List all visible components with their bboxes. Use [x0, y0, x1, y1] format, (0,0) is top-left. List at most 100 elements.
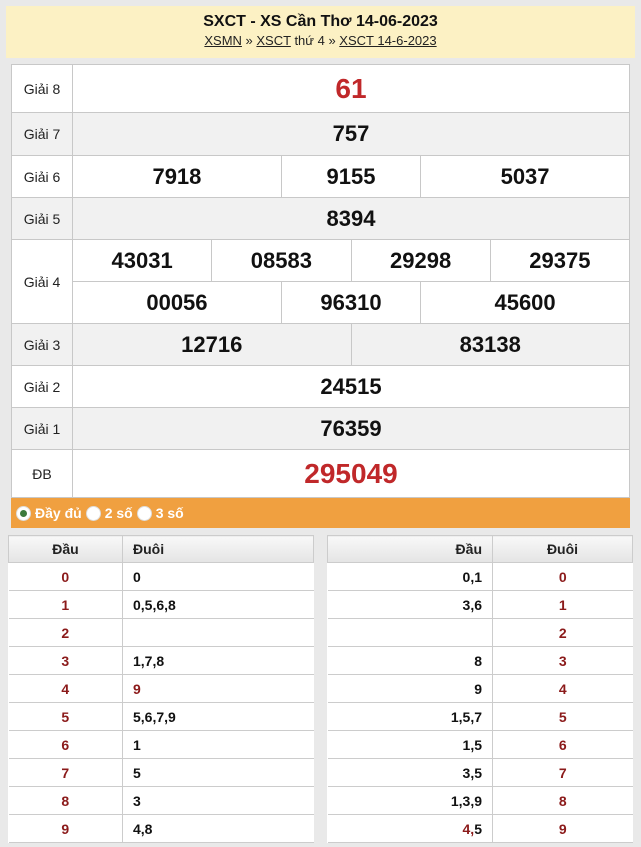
prize-label: Giải 8 — [11, 64, 73, 113]
table-row: 4,5 9 — [327, 814, 633, 843]
duoi-cell: 3 — [122, 786, 314, 815]
duoi-cell: 5,6,7,9 — [122, 702, 314, 731]
breadcrumb-xsmn[interactable]: XSMN — [204, 33, 242, 48]
prize-5-value: 8394 — [72, 197, 630, 240]
display-options: Đầy đủ 2 số 3 số — [11, 498, 630, 528]
duoi-cell: 1 — [492, 590, 633, 619]
table-row: 0,1 0 — [327, 562, 633, 591]
prize-3-value: 12716 — [72, 323, 352, 366]
duoi-cell: 9 — [122, 674, 314, 703]
dau-cell: 3 — [8, 646, 123, 675]
duoi-cell — [122, 618, 314, 647]
breadcrumb-sep: » — [324, 33, 340, 48]
col-header-dau: Đầu — [8, 535, 123, 563]
radio-2-digits[interactable] — [85, 505, 101, 521]
duoi-cell: 5 — [492, 702, 633, 731]
breadcrumb: XSMN » XSCT thứ 4 » XSCT 14-6-2023 — [6, 33, 635, 48]
dau-cell: 0,1 — [327, 562, 493, 591]
duoi-cell: 4,8 — [122, 814, 314, 843]
dau-cell: 3,5 — [327, 758, 493, 787]
table-row: 3,6 1 — [327, 590, 633, 619]
dau-cell: 4,5 — [327, 814, 493, 843]
prize-label: ĐB — [11, 449, 73, 498]
table-row: 5 5,6,7,9 — [8, 702, 314, 731]
col-header-dau: Đầu — [327, 535, 493, 563]
prize-label: Giải 7 — [11, 112, 73, 156]
duoi-cell: 3 — [492, 646, 633, 675]
duoi-cell: 1 — [122, 730, 314, 759]
prize-8-value: 61 — [72, 64, 630, 113]
table-row: 9 4,8 — [8, 814, 314, 843]
duoi-cell: 0 — [122, 562, 314, 591]
dau-cell: 9 — [8, 814, 123, 843]
prize-1-value: 76359 — [72, 407, 630, 450]
prize-label: Giải 3 — [11, 323, 73, 366]
prize-6-value: 7918 — [72, 155, 282, 198]
prize-4-value: 96310 — [280, 281, 422, 324]
duoi-cell: 0,5,6,8 — [122, 590, 314, 619]
dau-cell: 8 — [8, 786, 123, 815]
option-3-label[interactable]: 3 số — [155, 505, 184, 521]
prize-label: Giải 5 — [11, 197, 73, 240]
dau-cell: 0 — [8, 562, 123, 591]
dau-cell: 8 — [327, 646, 493, 675]
duoi-cell: 9 — [492, 814, 633, 843]
prize-4-value: 45600 — [420, 281, 630, 324]
table-row: 1 0,5,6,8 — [8, 590, 314, 619]
dau-cell: 9 — [327, 674, 493, 703]
prize-6-value: 5037 — [420, 155, 630, 198]
dau-cell: 1,5 — [327, 730, 493, 759]
dau-cell — [327, 618, 493, 647]
duoi-cell: 7 — [492, 758, 633, 787]
page-title: SXCT - XS Cần Thơ 14-06-2023 — [203, 13, 438, 30]
dau-cell: 5 — [8, 702, 123, 731]
radio-full[interactable] — [16, 505, 31, 521]
table-row: 2 — [327, 618, 633, 647]
table-row: 1,3,9 8 — [327, 786, 633, 815]
duoi-cell: 4 — [492, 674, 633, 703]
prize-6-value: 9155 — [280, 155, 422, 198]
duoi-cell: 2 — [492, 618, 633, 647]
table-row: 3 1,7,8 — [8, 646, 314, 675]
head-tail-table-left: Đầu Đuôi 0 0 1 0,5,6,8 2 3 1,7,8 4 9 5 5,6,7,9 6 1 7 5 8… — [8, 535, 314, 843]
duoi-cell: 8 — [492, 786, 633, 815]
duoi-cell: 0 — [492, 562, 633, 591]
breadcrumb-sep: » — [241, 33, 257, 48]
option-full-label[interactable]: Đầy đủ — [35, 505, 82, 521]
dau-cell: 1,3,9 — [327, 786, 493, 815]
table-row: 1,5 6 — [327, 730, 633, 759]
table-row: 3,5 7 — [327, 758, 633, 787]
prize-4-value: 08583 — [211, 239, 352, 282]
prize-4-value: 29298 — [350, 239, 491, 282]
prize-7-value: 757 — [72, 112, 630, 156]
prize-3-value: 83138 — [350, 323, 630, 366]
prize-label: Giải 4 — [11, 239, 73, 324]
radio-3-digits[interactable] — [136, 505, 152, 521]
option-2-label[interactable]: 2 số — [104, 505, 133, 521]
dau-cell: 7 — [8, 758, 123, 787]
duoi-cell: 5 — [122, 758, 314, 787]
dau-cell: 1 — [8, 590, 123, 619]
col-header-duoi: Đuôi — [492, 535, 633, 563]
dau-cell: 3,6 — [327, 590, 493, 619]
breadcrumb-date[interactable]: XSCT 14-6-2023 — [339, 33, 437, 48]
breadcrumb-xsct[interactable]: XSCT — [256, 33, 291, 48]
col-header-duoi: Đuôi — [122, 535, 314, 563]
breadcrumb-weekday: thứ 4 — [290, 33, 325, 48]
prize-label: Giải 2 — [11, 365, 73, 408]
table-row: 2 — [8, 618, 314, 647]
duoi-cell: 1,7,8 — [122, 646, 314, 675]
table-row: 1,5,7 5 — [327, 702, 633, 731]
prize-4-value: 43031 — [71, 239, 213, 282]
prize-2-value: 24515 — [72, 365, 630, 408]
dau-cell: 2 — [8, 618, 123, 647]
prize-label: Giải 6 — [11, 155, 73, 198]
special-prize-value: 295049 — [72, 449, 630, 498]
